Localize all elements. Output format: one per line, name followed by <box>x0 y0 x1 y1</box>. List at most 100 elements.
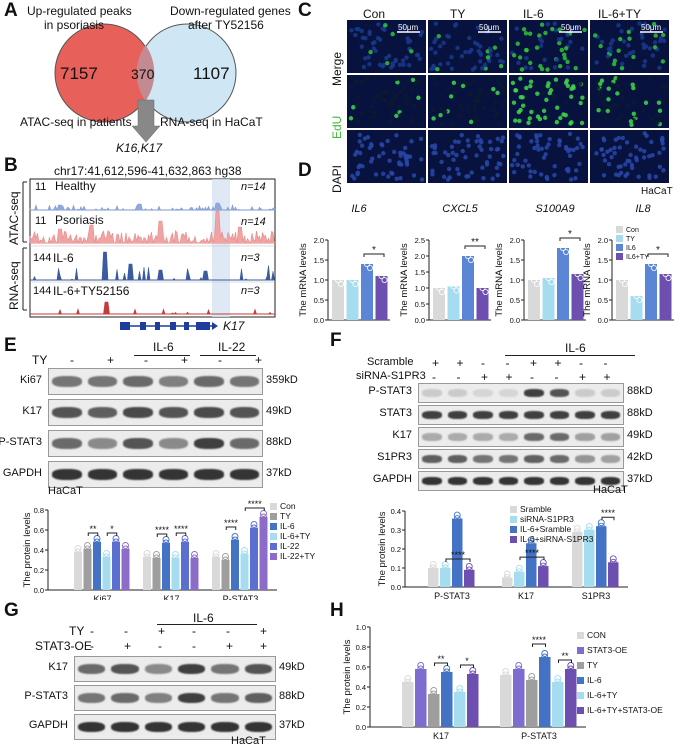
g-band <box>211 692 239 704</box>
e-band-size: 49kD <box>266 404 292 417</box>
f-bar <box>514 571 525 587</box>
f-point <box>453 518 461 526</box>
d-point <box>438 289 445 296</box>
f-band <box>549 433 569 441</box>
e-point <box>260 517 267 524</box>
venn-right-count: 1107 <box>193 64 230 83</box>
track-scale-1: 11 <box>35 181 47 193</box>
e-bar <box>93 542 101 590</box>
g-band-size: 49kD <box>279 661 305 673</box>
f-band <box>498 389 518 397</box>
h-point <box>554 682 562 689</box>
e-bar <box>83 549 92 590</box>
h-bar <box>539 657 551 727</box>
e-point <box>122 549 129 556</box>
d-point <box>335 277 342 284</box>
e-point <box>143 550 151 557</box>
d-bar <box>361 264 373 320</box>
scalebar-1: 50μm <box>398 23 419 32</box>
g-row2-sign: + <box>226 639 234 653</box>
f-point <box>527 539 535 547</box>
g-band <box>144 692 172 704</box>
f-band-size: 88kD <box>627 407 653 419</box>
e-band-label: P-STAT3 <box>0 435 42 448</box>
e-bar <box>221 560 230 590</box>
scalebar-3: 50μm <box>561 23 582 32</box>
g-row1-sign: - <box>192 624 196 638</box>
e-point <box>212 550 220 557</box>
e-blot-k17 <box>48 399 263 426</box>
d-title-2: S100A9 <box>535 203 574 215</box>
e-sign: + <box>107 353 115 367</box>
f-band-label: STAT3 <box>379 407 412 419</box>
f-legend-swatch <box>510 506 517 513</box>
f-band <box>473 389 493 397</box>
h-legend-swatch <box>577 707 584 714</box>
h-bar <box>526 680 538 727</box>
e-sig: **** <box>174 524 189 534</box>
col-con: Con <box>363 7 386 21</box>
micrograph-0-0 <box>347 20 426 73</box>
h-point <box>515 665 523 673</box>
f-cat-label: K17 <box>518 591 534 600</box>
h-point <box>404 675 412 682</box>
e-point <box>222 556 229 564</box>
e-band-label: K17 <box>22 404 42 417</box>
f-legend-swatch <box>510 516 517 523</box>
f-blot-stat3 <box>418 405 624 425</box>
g-band <box>178 663 206 675</box>
f-point <box>515 568 523 576</box>
e-point <box>112 542 120 549</box>
h-point <box>417 662 425 669</box>
h-point <box>541 653 549 661</box>
y-axis-label: The mRNA levels <box>298 243 309 317</box>
d-point <box>662 271 669 278</box>
e-band <box>194 438 224 449</box>
track-name-il6ty: IL-6+TY52156 <box>53 284 130 298</box>
d-point <box>647 261 654 268</box>
y-tick-label: 1.0 <box>598 276 608 285</box>
d-point <box>545 275 552 282</box>
e-bar <box>212 557 220 590</box>
h-sig-bracket <box>532 643 546 647</box>
g-band-label: K17 <box>48 661 68 673</box>
h-point <box>567 669 575 676</box>
h-point <box>417 665 425 673</box>
f-point <box>453 515 461 523</box>
h-point <box>469 674 477 681</box>
track-n-il6ty: n=3 <box>241 285 260 297</box>
g-blot-gapdh <box>74 714 276 740</box>
e-bar <box>190 558 199 590</box>
e-band-size: 88kD <box>266 435 292 448</box>
g-band <box>111 663 139 675</box>
venn-overlap-count: 370 <box>131 66 155 82</box>
f-band <box>549 411 569 419</box>
e-point <box>172 554 179 562</box>
d-point <box>338 281 345 288</box>
e-point <box>103 550 110 557</box>
e-band-label: Ki67 <box>19 373 42 386</box>
e-point <box>250 528 258 535</box>
scalebar-4: 50μm <box>641 23 662 32</box>
e-bar <box>121 549 130 590</box>
e-bar <box>102 557 111 590</box>
e-band <box>123 438 153 449</box>
e-band <box>52 376 82 387</box>
panel-label-a: A <box>4 0 18 21</box>
y-tick-label: 0.3 <box>391 526 401 535</box>
panel-label-c: C <box>298 0 312 21</box>
e-cat-label: Ki67 <box>93 594 111 600</box>
f-point <box>465 562 473 570</box>
y-axis-label: The mRNA levels <box>399 243 410 317</box>
y-tick-label: 2.5 <box>415 236 425 245</box>
f-bar <box>526 543 537 587</box>
e-band <box>194 407 224 418</box>
y-tick-label: 0.2 <box>34 566 44 575</box>
g-row1-label: TY <box>69 624 85 638</box>
h-point <box>443 672 451 679</box>
f-row1-sign: - <box>481 356 485 370</box>
d-point <box>346 273 353 280</box>
d-point <box>447 279 454 286</box>
d-sig-bracket <box>464 245 486 249</box>
y-tick-label: 0.0 <box>415 316 425 325</box>
